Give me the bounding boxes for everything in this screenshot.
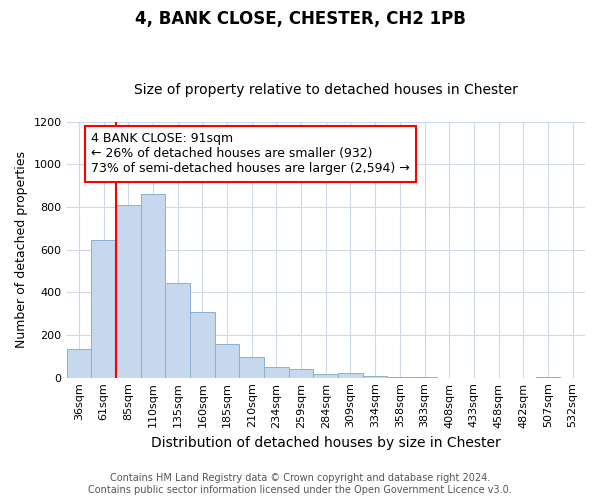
- Bar: [388, 376, 412, 378]
- X-axis label: Distribution of detached houses by size in Chester: Distribution of detached houses by size …: [151, 436, 500, 450]
- Bar: [264, 367, 289, 378]
- Bar: [289, 369, 313, 378]
- Bar: [67, 349, 91, 378]
- Bar: [165, 283, 190, 378]
- Bar: [215, 344, 239, 378]
- Text: Contains HM Land Registry data © Crown copyright and database right 2024.
Contai: Contains HM Land Registry data © Crown c…: [88, 474, 512, 495]
- Bar: [140, 194, 165, 378]
- Bar: [190, 312, 215, 378]
- Bar: [91, 240, 116, 378]
- Bar: [363, 376, 388, 378]
- Bar: [412, 376, 437, 378]
- Bar: [313, 374, 338, 378]
- Text: 4, BANK CLOSE, CHESTER, CH2 1PB: 4, BANK CLOSE, CHESTER, CH2 1PB: [134, 10, 466, 28]
- Title: Size of property relative to detached houses in Chester: Size of property relative to detached ho…: [134, 83, 518, 97]
- Bar: [536, 376, 560, 378]
- Bar: [239, 358, 264, 378]
- Text: 4 BANK CLOSE: 91sqm
← 26% of detached houses are smaller (932)
73% of semi-detac: 4 BANK CLOSE: 91sqm ← 26% of detached ho…: [91, 132, 410, 176]
- Y-axis label: Number of detached properties: Number of detached properties: [15, 151, 28, 348]
- Bar: [116, 205, 140, 378]
- Bar: [338, 374, 363, 378]
